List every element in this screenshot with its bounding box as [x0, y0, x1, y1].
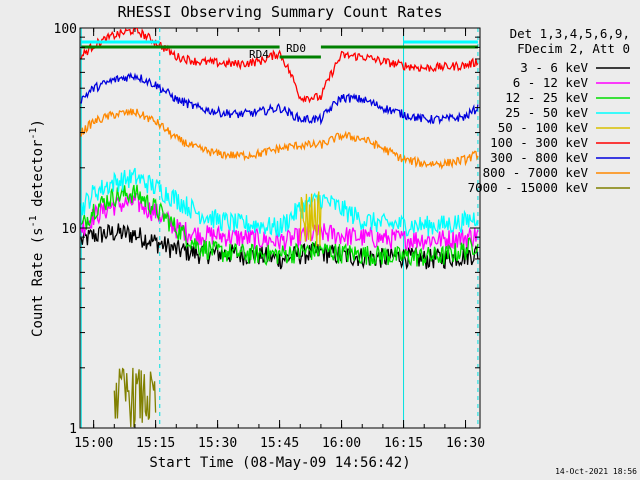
- series-50-100-kev: [299, 191, 322, 247]
- x-tick-label: 15:30: [198, 436, 237, 451]
- legend-label: 25 - 50 keV: [505, 105, 588, 120]
- attenuator-bars: RD4 RD0: [81, 40, 478, 61]
- attenuator-label: RD0: [286, 42, 306, 55]
- series-line: [80, 192, 479, 252]
- x-tick-label: 16:30: [446, 436, 485, 451]
- y-axis-label: Count Rate (s-1 detector-1): [28, 119, 46, 337]
- series-line: [113, 367, 157, 428]
- legend-label: 100 - 300 keV: [490, 135, 588, 150]
- legend-header-2: FDecim 2, Att 0: [517, 41, 630, 56]
- x-tick-label: 16:15: [384, 436, 423, 451]
- x-tick-label: 15:00: [74, 436, 113, 451]
- timestamp: 14-Oct-2021 18:56: [555, 467, 637, 476]
- y-tick-label: 10: [61, 222, 77, 237]
- legend-label: 50 - 100 keV: [498, 120, 589, 135]
- series-line: [80, 167, 479, 238]
- series-25-50-kev: [80, 167, 479, 238]
- series-800-7000-kev: [80, 108, 479, 170]
- series-12-25-kev: [80, 184, 479, 267]
- attenuator-label: RD4: [249, 48, 269, 61]
- series-line: [299, 191, 322, 247]
- series-6-12-kev: [80, 192, 479, 252]
- series-line: [80, 108, 479, 170]
- chart-title: RHESSI Observing Summary Count Rates: [117, 3, 442, 21]
- x-axis: 15:00 15:15 15:30 15:45 16:00 16:15 16:30: [74, 28, 485, 451]
- series-line: [80, 28, 479, 104]
- legend-label: 800 - 7000 keV: [483, 165, 589, 180]
- x-tick-label: 16:00: [322, 436, 361, 451]
- series-100-300-kev: [80, 28, 479, 104]
- series-7000-15000-kev: [113, 367, 157, 428]
- legend: Det 1,3,4,5,6,9, FDecim 2, Att 0 3 - 6 k…: [468, 26, 630, 195]
- y-tick-label: 100: [54, 22, 77, 37]
- series-layer: [80, 28, 479, 428]
- series-line: [80, 184, 479, 267]
- series-300-800-kev: [80, 71, 479, 126]
- y-axis: 1 10 100: [54, 22, 480, 437]
- legend-label: 12 - 25 keV: [505, 90, 588, 105]
- x-tick-label: 15:45: [260, 436, 299, 451]
- legend-label: 3 - 6 keV: [520, 60, 588, 75]
- legend-label: 300 - 800 keV: [490, 150, 588, 165]
- legend-label: 6 - 12 keV: [513, 75, 589, 90]
- series-line: [80, 71, 479, 126]
- legend-header-1: Det 1,3,4,5,6,9,: [510, 26, 630, 41]
- legend-label: 7000 - 15000 keV: [468, 180, 589, 195]
- x-tick-label: 15:15: [136, 436, 175, 451]
- x-axis-label: Start Time (08-May-09 14:56:42): [149, 455, 410, 471]
- y-tick-label: 1: [69, 422, 77, 437]
